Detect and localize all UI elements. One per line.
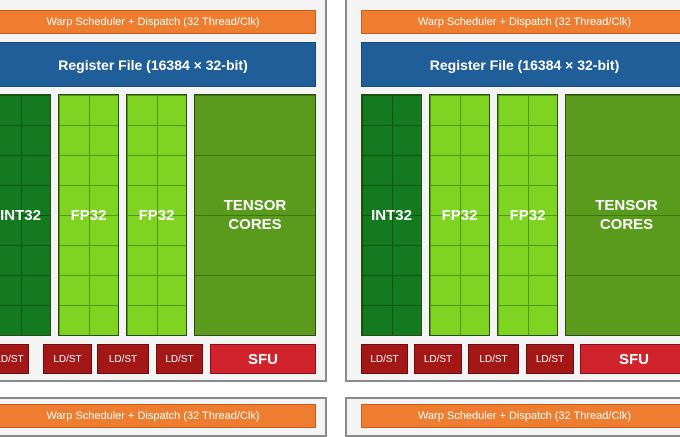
int32-label-right: INT32 [371, 206, 412, 224]
fp32-unit-left-1: FP32 [58, 94, 119, 336]
fp32-unit-right-2: FP32 [497, 94, 558, 336]
ldst-unit-left-1: LD/ST [0, 344, 29, 374]
warp-scheduler-right-next: Warp Scheduler + Dispatch (32 Thread/Clk… [361, 404, 680, 428]
tensor-cores-unit-left: TENSOR CORES [194, 94, 316, 336]
register-file-right: Register File (16384 × 32-bit) [361, 42, 680, 87]
warp-scheduler-left-next: Warp Scheduler + Dispatch (32 Thread/Clk… [0, 404, 316, 428]
tensor-cores-label-right: TENSOR CORES [595, 197, 658, 233]
ldst-unit-right-4: LD/ST [526, 344, 574, 374]
ldst-unit-right-1: LD/ST [361, 344, 408, 374]
int32-unit-right: INT32 [361, 94, 422, 336]
fp32-label-right-1: FP32 [441, 206, 478, 224]
int32-label-left: INT32 [0, 206, 41, 224]
ldst-unit-left-2: LD/ST [43, 344, 92, 374]
fp32-label-left-2: FP32 [138, 206, 175, 224]
fp32-unit-left-2: FP32 [126, 94, 187, 336]
fp32-label-right-2: FP32 [509, 206, 546, 224]
ldst-unit-right-3: LD/ST [468, 344, 519, 374]
warp-scheduler-left: Warp Scheduler + Dispatch (32 Thread/Clk… [0, 10, 316, 34]
tensor-cores-label-left: TENSOR CORES [223, 197, 287, 233]
int32-unit-left: INT32 [0, 94, 51, 336]
fp32-label-left-1: FP32 [70, 206, 107, 224]
ldst-unit-left-4: LD/ST [156, 344, 203, 374]
ldst-unit-left-3: LD/ST [97, 344, 149, 374]
register-file-left: Register File (16384 × 32-bit) [0, 42, 316, 87]
sfu-unit-right: SFU [580, 344, 680, 374]
sfu-unit-left: SFU [210, 344, 316, 374]
tensor-cores-unit-right: TENSOR CORES [565, 94, 680, 336]
warp-scheduler-right: Warp Scheduler + Dispatch (32 Thread/Clk… [361, 10, 680, 34]
ldst-unit-right-2: LD/ST [414, 344, 462, 374]
fp32-unit-right-1: FP32 [429, 94, 490, 336]
